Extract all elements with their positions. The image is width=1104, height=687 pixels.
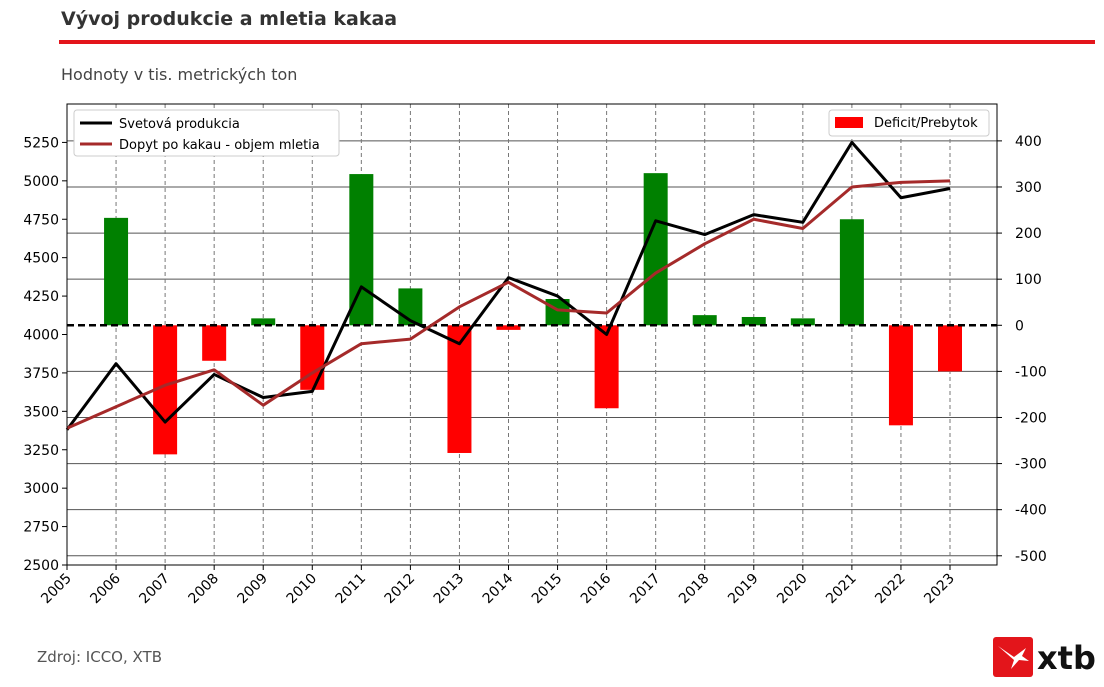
bar-2020	[790, 318, 815, 326]
legend-label: Svetová produkcia	[119, 117, 240, 132]
x-tick-label: 2014	[480, 570, 517, 607]
left-tick-label: 4250	[23, 289, 59, 305]
source-note: Zdroj: ICCO, XTB	[37, 648, 162, 666]
left-tick-label: 5250	[23, 135, 59, 151]
legend-bars-box	[828, 109, 990, 137]
bar-2009	[251, 318, 276, 326]
bar-2006	[104, 217, 129, 326]
bar-2013	[447, 325, 472, 453]
left-tick-label: 4500	[23, 251, 59, 267]
left-tick-label: 5000	[23, 174, 59, 190]
x-tick-label: 2010	[284, 571, 321, 608]
bar-2016	[594, 325, 619, 409]
legend-swatch	[835, 117, 863, 128]
right-tick-label: 200	[1015, 226, 1042, 242]
right-tick-label: -500	[1015, 549, 1047, 565]
right-tick-label: -300	[1015, 457, 1047, 473]
right-tick-label: -400	[1015, 503, 1047, 519]
legend-label: Deficit/Prebytok	[874, 116, 978, 131]
x-tick-label: 2021	[823, 571, 860, 608]
x-tick-label: 2009	[235, 571, 272, 608]
left-tick-label: 3250	[23, 443, 59, 459]
bar-2011	[349, 174, 374, 326]
right-tick-label: -100	[1015, 364, 1047, 380]
xtb-logo: xtb	[993, 637, 1096, 677]
series-line-1	[65, 140, 951, 431]
bar-2018	[692, 315, 717, 326]
right-tick-label: 100	[1015, 272, 1042, 288]
left-tick-label: 2500	[23, 558, 59, 574]
x-tick-label: 2008	[185, 571, 222, 608]
left-tick-label: 4000	[23, 328, 59, 344]
x-tick-label: 2019	[725, 571, 762, 608]
x-tick-label: 2005	[38, 571, 75, 608]
series-line-2	[66, 179, 951, 430]
x-tick-label: 2006	[87, 570, 124, 607]
title-underline	[59, 40, 1095, 44]
chart-subtitle: Hodnoty v tis. metrických ton	[61, 65, 298, 84]
x-tick-label: 2016	[578, 570, 615, 607]
right-tick-label: 0	[1015, 318, 1024, 334]
x-tick-label: 2013	[431, 571, 468, 608]
bar-2014	[496, 325, 521, 330]
legend-label: Dopyt po kakau - objem mletia	[119, 138, 320, 153]
x-tick-label: 2018	[676, 571, 713, 608]
bar-2019	[741, 316, 766, 326]
right-tick-label: -200	[1015, 410, 1047, 426]
bar-2022	[888, 325, 913, 426]
bar-2021	[839, 219, 864, 326]
left-tick-label: 2750	[23, 520, 59, 536]
legend-lines-box	[73, 109, 340, 157]
x-tick-label: 2017	[627, 571, 664, 608]
left-tick-label: 3000	[23, 481, 59, 497]
xtb-bird-icon	[998, 646, 1029, 669]
x-tick-label: 2011	[333, 571, 370, 608]
right-tick-label: 400	[1015, 134, 1042, 150]
right-tick-label: 300	[1015, 180, 1042, 196]
bar-2008	[202, 325, 227, 361]
left-tick-label: 4750	[23, 212, 59, 228]
x-tick-label: 2007	[136, 571, 173, 608]
bar-2023	[938, 325, 962, 372]
left-tick-label: 3750	[23, 366, 59, 382]
page-title: Vývoj produkcie a mletia kakaa	[61, 8, 398, 30]
x-tick-label: 2022	[872, 571, 909, 608]
x-tick-label: 2015	[529, 571, 566, 608]
x-tick-label: 2012	[382, 571, 419, 608]
x-tick-label: 2023	[921, 571, 958, 608]
left-tick-label: 3500	[23, 404, 59, 420]
logo-text: xtb	[1037, 639, 1096, 677]
bar-2017	[643, 173, 668, 326]
x-tick-label: 2020	[774, 571, 811, 608]
